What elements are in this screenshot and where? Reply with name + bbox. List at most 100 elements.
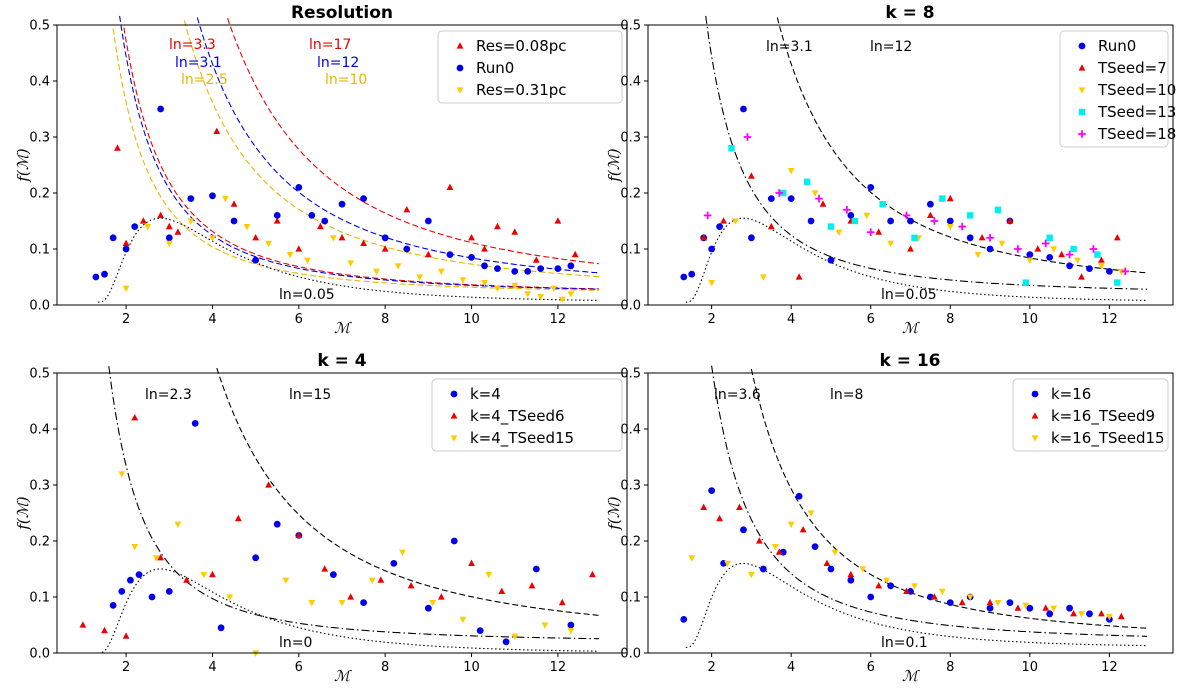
curve-label: ln=0.1 <box>881 635 928 651</box>
data-point <box>287 252 294 258</box>
data-point <box>567 291 574 297</box>
legend: k=16 k=16_TSeed9 k=16_TSeed15 <box>1013 379 1168 451</box>
data-point <box>820 200 827 206</box>
legend-label: Run0 <box>1098 37 1136 55</box>
data-point <box>947 195 954 201</box>
data-point <box>879 201 885 207</box>
x-tick-label: 12 <box>550 660 567 675</box>
data-point <box>931 217 939 225</box>
data-point <box>828 223 834 229</box>
data-point <box>550 286 557 292</box>
data-point <box>1106 268 1113 275</box>
data-point <box>542 622 549 628</box>
data-point <box>979 234 986 240</box>
data-point <box>408 582 415 588</box>
data-point <box>987 605 994 612</box>
curve-label: ln=10 <box>325 72 367 88</box>
y-tick-label: 0.3 <box>620 479 641 494</box>
data-point <box>503 638 510 645</box>
x-tick-label: 8 <box>946 312 954 327</box>
data-point <box>123 246 130 253</box>
data-point <box>403 246 410 253</box>
data-point <box>222 196 229 202</box>
legend-label: k=16_TSeed9 <box>1051 407 1155 426</box>
data-point <box>235 515 242 521</box>
legend: Run0 TSeed=7 TSeed=10 TSeed=13 TSeed=18 <box>1060 31 1176 147</box>
y-tick-label: 0.2 <box>620 187 641 202</box>
data-point <box>118 588 125 595</box>
data-point <box>1118 613 1125 619</box>
data-point <box>1058 251 1065 257</box>
data-point <box>304 258 311 264</box>
legend: k=4 k=4_TSeed6 k=4_TSeed15 <box>432 379 622 451</box>
data-point <box>1046 254 1053 261</box>
data-point <box>537 265 544 272</box>
data-point <box>768 195 775 202</box>
data-point <box>403 206 410 212</box>
data-point <box>451 538 458 545</box>
legend-label: TSeed=18 <box>1097 125 1176 143</box>
data-point <box>847 571 854 577</box>
data-point <box>939 589 946 595</box>
y-tick-label: 0.3 <box>620 131 641 146</box>
data-point <box>136 571 143 578</box>
data-point <box>295 245 302 251</box>
y-tick-label: 0.1 <box>620 591 641 606</box>
data-point <box>231 200 238 206</box>
data-point <box>1046 610 1053 617</box>
x-tick-label: 8 <box>381 660 389 675</box>
curve-label: ln=12 <box>317 55 359 71</box>
data-point <box>555 265 562 272</box>
data-point <box>218 624 225 631</box>
y-tick-label: 0.5 <box>620 19 641 34</box>
data-point <box>1121 268 1129 276</box>
y-tick-label: 0.0 <box>620 647 641 662</box>
data-point <box>999 241 1006 247</box>
y-tick-label: 0.2 <box>620 535 641 550</box>
data-point <box>716 515 723 521</box>
data-point <box>140 217 147 223</box>
data-point <box>101 627 108 633</box>
panel-resolution: Resolution 2 4 6 8 10 120.00.10.20.30.40.5 ℳ … <box>14 3 627 337</box>
data-point <box>736 504 743 510</box>
data-point <box>447 184 454 190</box>
data-point <box>688 555 695 561</box>
data-point <box>1078 273 1085 279</box>
data-point <box>460 617 467 623</box>
x-tick-label: 10 <box>463 312 480 327</box>
data-point <box>824 560 831 566</box>
data-point <box>494 223 501 229</box>
curve-label: ln=0.05 <box>279 287 335 303</box>
data-point <box>339 201 346 208</box>
data-point <box>748 172 755 178</box>
data-point <box>708 280 715 286</box>
curve-label: ln=0.05 <box>881 287 937 303</box>
data-point <box>567 628 574 634</box>
data-point <box>118 471 125 477</box>
y-axis-label: f(ℳ) <box>14 496 32 530</box>
y-tick-label: 0.1 <box>29 243 50 258</box>
y-tick-label: 0.1 <box>620 243 641 258</box>
data-point <box>339 600 346 606</box>
data-point <box>708 246 715 253</box>
data-point <box>524 291 531 297</box>
data-point <box>832 550 839 556</box>
data-point <box>537 294 544 300</box>
legend-label: k=4 <box>470 385 501 403</box>
data-point <box>131 544 138 550</box>
data-point <box>80 621 87 627</box>
data-point <box>1094 251 1100 257</box>
data-point <box>533 566 540 573</box>
data-point <box>967 234 974 241</box>
data-point <box>321 218 328 225</box>
y-tick-label: 0.0 <box>620 299 641 314</box>
y-tick-label: 0.5 <box>29 367 50 382</box>
x-tick-label: 4 <box>208 660 216 675</box>
data-point <box>720 217 727 223</box>
data-point <box>572 251 579 257</box>
panel-title: k = 16 <box>879 351 940 371</box>
data-point <box>101 271 108 278</box>
data-point <box>477 627 484 634</box>
data-point <box>511 268 518 275</box>
data-point <box>252 257 259 264</box>
